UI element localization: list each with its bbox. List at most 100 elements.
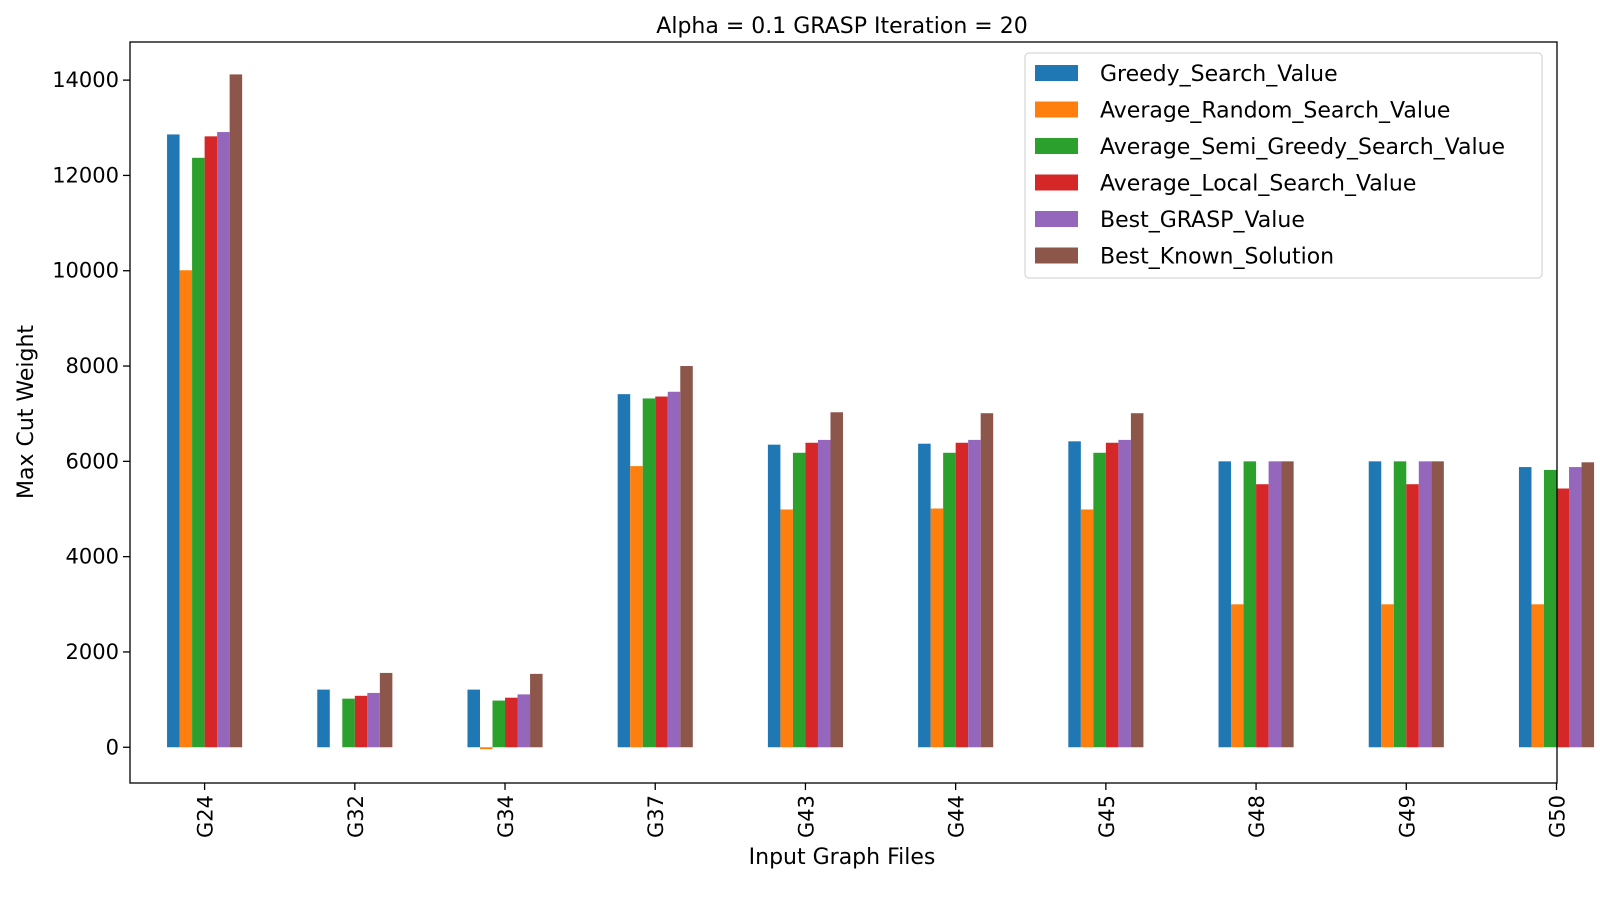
bar-Greedy_Search_Value-G43	[767, 444, 781, 748]
legend-swatch-Greedy_Search_Value	[1035, 65, 1078, 81]
x-tick-label-G49: G49	[1395, 795, 1419, 838]
y-tick-label: 6000	[66, 449, 119, 473]
bar-Greedy_Search_Value-G32	[317, 689, 330, 748]
bar-Average_Semi_Greedy_Search_Value-G34	[492, 700, 506, 748]
x-axis-title: Input Graph Files	[749, 845, 936, 870]
bar-Greedy_Search_Value-G49	[1368, 461, 1382, 748]
bar-Best_Known_Solution-G34	[530, 673, 543, 748]
bar-Average_Local_Search_Value-G44	[955, 442, 969, 748]
x-tick-label-G24: G24	[194, 795, 218, 838]
bar-Best_Known_Solution-G24	[229, 74, 243, 748]
bar-Average_Local_Search_Value-G34	[505, 697, 518, 748]
bar-Average_Random_Search_Value-G43	[780, 509, 793, 748]
legend-label-Best_Known_Solution: Best_Known_Solution	[1100, 245, 1334, 270]
bar-Best_GRASP_Value-G50	[1569, 467, 1582, 748]
y-tick-label: 14000	[52, 68, 119, 92]
bar-Average_Random_Search_Value-G45	[1080, 509, 1094, 748]
bar-Best_GRASP_Value-G24	[217, 132, 230, 748]
bar-Average_Semi_Greedy_Search_Value-G50	[1543, 469, 1557, 748]
legend-swatch-Average_Semi_Greedy_Search_Value	[1035, 138, 1078, 154]
x-tick-label-G37: G37	[644, 795, 668, 838]
legend-swatch-Average_Random_Search_Value	[1035, 101, 1078, 118]
x-tick-label-G43: G43	[794, 795, 818, 838]
bar-Greedy_Search_Value-G45	[1068, 441, 1081, 748]
bar-Average_Semi_Greedy_Search_Value-G49	[1393, 461, 1407, 748]
bar-Best_Known_Solution-G43	[830, 412, 843, 748]
bar-Best_GRASP_Value-G37	[667, 391, 681, 748]
x-tick-label-G45: G45	[1095, 795, 1119, 838]
bar-Greedy_Search_Value-G34	[467, 689, 480, 748]
legend-swatch-Best_GRASP_Value	[1035, 211, 1078, 227]
plot-frame	[129, 41, 1558, 784]
bar-Best_Known_Solution-G37	[680, 366, 693, 748]
legend-label-Average_Local_Search_Value: Average_Local_Search_Value	[1100, 172, 1416, 197]
bars-group	[167, 74, 1595, 750]
bar-Average_Local_Search_Value-G37	[655, 396, 668, 748]
x-tick-label-G34: G34	[494, 795, 518, 838]
bar-Average_Local_Search_Value-G49	[1406, 484, 1419, 748]
bar-Average_Semi_Greedy_Search_Value-G43	[792, 452, 806, 748]
bar-Average_Local_Search_Value-G50	[1556, 488, 1570, 748]
legend-label-Average_Random_Search_Value: Average_Random_Search_Value	[1100, 99, 1450, 124]
bar-Best_GRASP_Value-G43	[817, 439, 831, 748]
legend-swatch-Average_Local_Search_Value	[1035, 174, 1078, 191]
bar-Average_Semi_Greedy_Search_Value-G32	[342, 698, 355, 748]
bar-Best_Known_Solution-G44	[980, 413, 994, 748]
y-tick-label: 4000	[66, 545, 119, 569]
bar-Average_Random_Search_Value-G24	[179, 270, 193, 748]
y-axis-title: Max Cut Weight	[14, 325, 39, 499]
bar-Average_Local_Search_Value-G24	[204, 136, 218, 748]
bar-Best_GRASP_Value-G32	[367, 692, 380, 748]
legend: Greedy_Search_Value Average_Random_Search…	[1024, 52, 1543, 279]
bar-Average_Semi_Greedy_Search_Value-G24	[192, 157, 205, 748]
legend-label-Greedy_Search_Value: Greedy_Search_Value	[1100, 62, 1338, 87]
bar-Best_Known_Solution-G48	[1281, 461, 1294, 748]
y-tick-label: 2000	[66, 640, 119, 664]
x-tick-label-G44: G44	[945, 795, 969, 838]
bar-Average_Semi_Greedy_Search_Value-G45	[1093, 452, 1106, 748]
bar-Best_Known_Solution-G32	[379, 672, 393, 748]
bar-Average_Semi_Greedy_Search_Value-G44	[943, 452, 956, 748]
x-tick-label-G48: G48	[1245, 795, 1269, 838]
bar-Best_GRASP_Value-G45	[1118, 439, 1131, 748]
bar-Best_Known_Solution-G50	[1581, 462, 1595, 748]
bar-Greedy_Search_Value-G44	[918, 443, 931, 748]
bar-Average_Local_Search_Value-G43	[805, 442, 818, 748]
chart-title: Alpha = 0.1 GRASP Iteration = 20	[656, 14, 1027, 39]
bar-Average_Local_Search_Value-G48	[1256, 484, 1269, 748]
bar-Average_Random_Search_Value-G44	[930, 508, 944, 748]
bar-Average_Local_Search_Value-G32	[354, 695, 368, 748]
y-axis: 0 2000 4000 6000 8000 10000 12000 14000	[52, 68, 130, 759]
legend-box	[1024, 52, 1543, 279]
bar-Greedy_Search_Value-G48	[1218, 461, 1232, 748]
x-tick-label-G32: G32	[344, 795, 368, 838]
y-tick-label: 12000	[52, 163, 119, 187]
bar-Average_Local_Search_Value-G45	[1105, 442, 1119, 748]
bar-Best_Known_Solution-G45	[1130, 413, 1144, 748]
bar-Greedy_Search_Value-G24	[167, 134, 180, 748]
bar-Greedy_Search_Value-G37	[617, 394, 631, 748]
x-tick-label-G50: G50	[1546, 795, 1570, 838]
bar-Average_Random_Search_Value-G37	[630, 466, 643, 748]
bar-Greedy_Search_Value-G50	[1518, 467, 1532, 748]
legend-label-Best_GRASP_Value: Best_GRASP_Value	[1100, 208, 1305, 233]
bar-Best_GRASP_Value-G48	[1268, 461, 1282, 748]
y-tick-label: 0	[106, 735, 119, 759]
bar-Best_Known_Solution-G49	[1431, 461, 1444, 748]
bar-Average_Random_Search_Value-G50	[1531, 604, 1544, 748]
bar-Best_GRASP_Value-G34	[517, 694, 531, 748]
bar-Average_Random_Search_Value-G48	[1231, 604, 1244, 748]
y-tick-label: 10000	[52, 259, 119, 283]
legend-label-Average_Semi_Greedy_Search_Value: Average_Semi_Greedy_Search_Value	[1100, 135, 1505, 160]
legend-swatch-Best_Known_Solution	[1035, 247, 1078, 264]
bar-Best_GRASP_Value-G49	[1418, 461, 1432, 748]
bar-Best_GRASP_Value-G44	[968, 439, 981, 748]
y-tick-label: 8000	[66, 354, 119, 378]
bar-Average_Semi_Greedy_Search_Value-G37	[642, 398, 656, 748]
bar-Average_Semi_Greedy_Search_Value-G48	[1243, 461, 1257, 748]
bar-Average_Random_Search_Value-G49	[1381, 604, 1394, 748]
x-axis: G24 G32 G34 G37 G43 G44 G45 G48 G49 G50	[194, 783, 1570, 838]
bar-Average_Random_Search_Value-G34	[479, 747, 493, 750]
